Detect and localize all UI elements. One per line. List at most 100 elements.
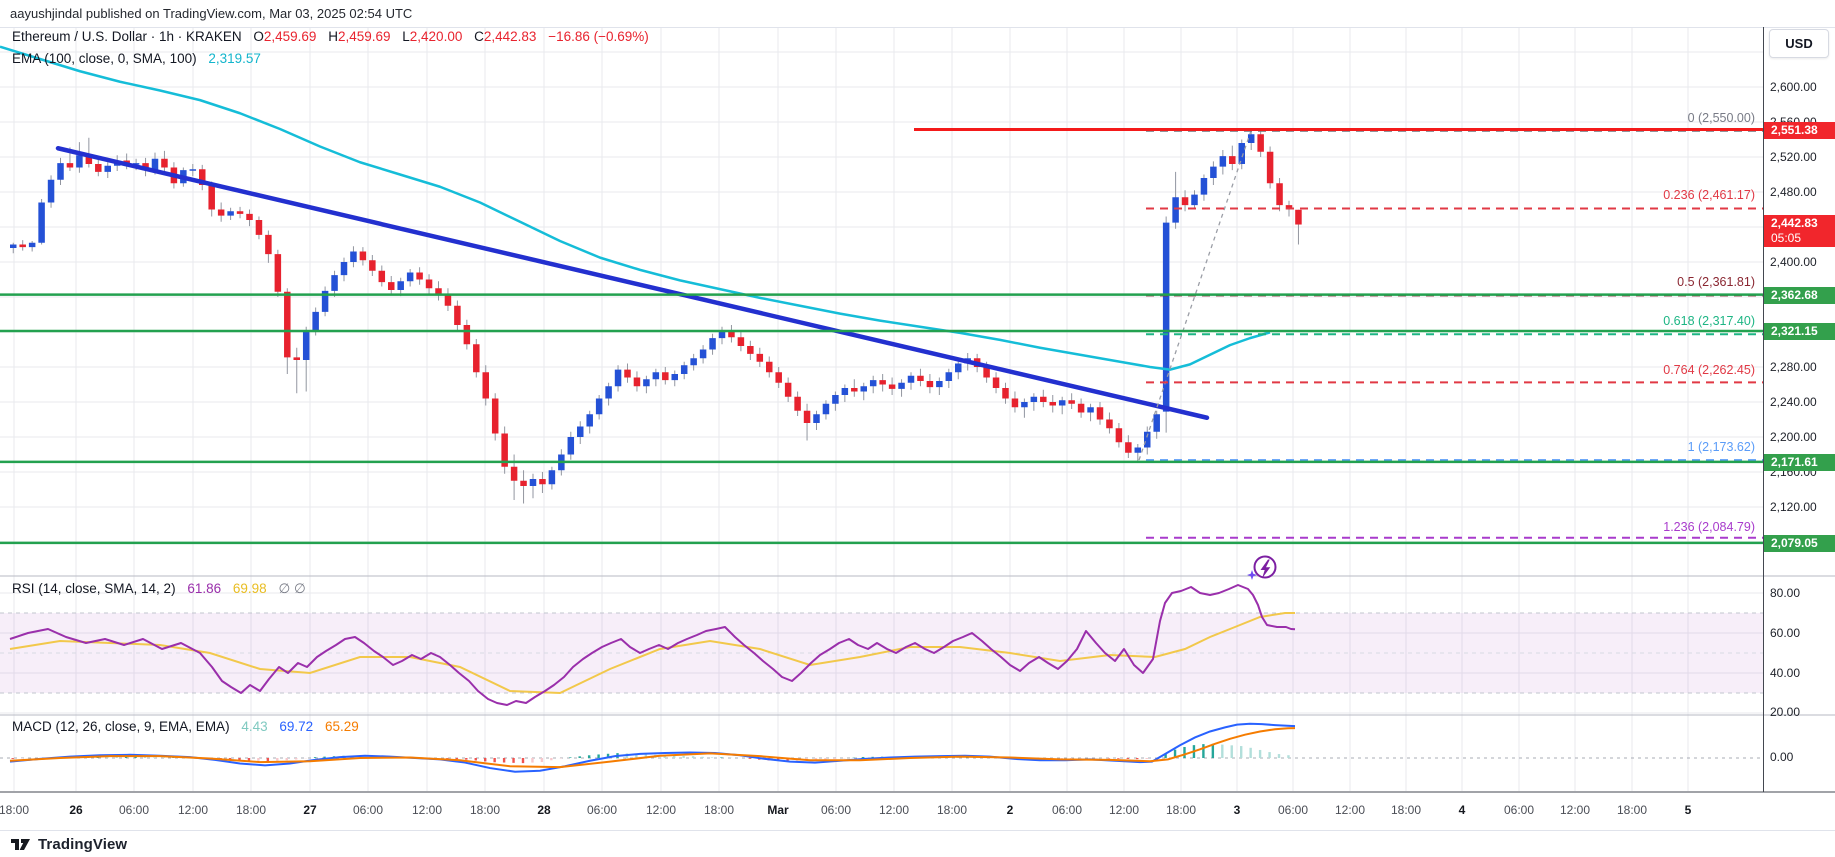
- macd-histogram-bar: [313, 757, 317, 758]
- time-axis-label: 4: [1458, 803, 1466, 817]
- ohlc-close-letter: C: [474, 29, 484, 44]
- macd-histogram-bar: [1211, 743, 1215, 758]
- level-price-badge: 2,321.15: [1764, 322, 1835, 340]
- macd-line-value: 69.72: [279, 719, 314, 734]
- macd-histogram-bar: [1230, 745, 1233, 758]
- macd-histogram-bar: [824, 758, 827, 760]
- level-price-badge: 2,079.05: [1764, 534, 1835, 552]
- rsi-ma-line: [9, 611, 1296, 695]
- symbol-title: Ethereum / U.S. Dollar · 1h · KRAKEN: [12, 29, 242, 44]
- fib-label: 1.236 (2,084.79): [1663, 520, 1755, 534]
- time-axis-label: 06:00: [820, 803, 852, 817]
- price-axis-label: 2,240.00: [1770, 395, 1817, 409]
- macd-histogram-bar: [1268, 752, 1271, 758]
- price-axis-label: 2,200.00: [1770, 430, 1817, 444]
- macd-histogram-bar: [606, 753, 610, 758]
- rsi-legend-row[interactable]: RSI (14, close, SMA, 14, 2) 61.86 69.98 …: [12, 581, 306, 597]
- macd-hist-value: 4.43: [241, 719, 268, 734]
- macd-histogram-bar: [247, 758, 251, 761]
- macd-histogram-bar: [635, 753, 638, 758]
- time-axis-label: 12:00: [1108, 803, 1140, 817]
- flash-reaction-icon[interactable]: [1247, 555, 1277, 581]
- macd-histogram-bar: [833, 758, 837, 760]
- macd-histogram-bar: [701, 756, 704, 758]
- macd-histogram-bar: [106, 756, 109, 758]
- macd-histogram-bar: [446, 758, 449, 759]
- macd-histogram-bar: [814, 758, 818, 761]
- fib-label: 1 (2,173.62): [1687, 440, 1755, 454]
- last-price-badge: 2,442.83 05:05: [1764, 215, 1835, 247]
- macd-histogram-bar: [540, 758, 544, 763]
- macd-histogram-bar: [493, 758, 496, 763]
- time-axis-label: 18:00: [235, 803, 267, 817]
- macd-histogram-bar: [597, 754, 600, 758]
- ema-100-line: [0, 45, 1271, 371]
- ema-label: EMA (100, close, 0, SMA, 100): [12, 51, 197, 66]
- rsi-ma-value: 69.98: [232, 581, 267, 596]
- time-axis-label: 27: [303, 803, 317, 817]
- macd-histogram-bar: [124, 756, 128, 758]
- macd-histogram-bar: [512, 758, 515, 763]
- macd-histogram-bar: [644, 754, 648, 758]
- tradingview-brand-text[interactable]: TradingView: [38, 836, 128, 853]
- macd-legend-row[interactable]: MACD (12, 26, close, 9, EMA, EMA) 4.43 6…: [12, 719, 359, 734]
- macd-histogram-bar: [569, 757, 572, 758]
- macd-histogram-bar: [484, 758, 487, 762]
- macd-histogram-bar: [1164, 753, 1167, 758]
- rsi-line: [9, 584, 1296, 706]
- price-axis-label: 2,400.00: [1770, 255, 1817, 269]
- macd-histogram-bar: [153, 757, 156, 758]
- footer: TradingView: [10, 835, 127, 854]
- macd-histogram-bar: [1287, 755, 1290, 758]
- macd-histogram-bar: [663, 755, 666, 758]
- macd-histogram-bar: [276, 758, 279, 761]
- ohlc-low-value: 2,420.00: [409, 29, 463, 44]
- time-axis-label: 06:00: [1051, 803, 1083, 817]
- descending-trendline: [55, 146, 1210, 420]
- tradingview-logo-icon[interactable]: [10, 835, 31, 854]
- attribution-bar: aayushjindal published on TradingView.co…: [0, 0, 1835, 27]
- macd-histogram-bar: [1136, 758, 1139, 760]
- time-axis-label: 06:00: [1277, 803, 1309, 817]
- fib-label: 0.236 (2,461.17): [1663, 188, 1755, 202]
- macd-histogram-bar: [1117, 758, 1120, 759]
- macd-histogram-bar: [720, 757, 723, 758]
- ohlc-low-letter: L: [402, 29, 410, 44]
- time-axis-label: 18:00: [469, 803, 501, 817]
- price-axis-label: 20.00: [1770, 705, 1801, 719]
- macd-histogram-bar: [550, 758, 553, 761]
- macd-histogram-bar: [862, 756, 865, 758]
- level-price-badge: 2,171.61: [1764, 453, 1835, 471]
- level-price-badge: 2,551.38: [1764, 121, 1835, 139]
- macd-histogram-bar: [871, 756, 874, 758]
- macd-histogram-bar: [748, 758, 751, 759]
- ema-legend-row[interactable]: EMA (100, close, 0, SMA, 100) 2,319.57: [12, 51, 261, 66]
- macd-histogram-bar: [1240, 746, 1243, 758]
- macd-histogram-bar: [1126, 758, 1129, 759]
- symbol-legend-row[interactable]: Ethereum / U.S. Dollar · 1h · KRAKEN O2,…: [12, 29, 649, 44]
- macd-histogram-bar: [134, 756, 137, 758]
- price-axis-label: 60.00: [1770, 626, 1801, 640]
- macd-histogram-bar: [710, 757, 714, 758]
- fib-label: 0.618 (2,317.40): [1663, 314, 1755, 328]
- time-axis-label: 18:00: [0, 803, 30, 817]
- price-axis-label: 2,480.00: [1770, 185, 1817, 199]
- macd-signal-line: [9, 727, 1296, 769]
- time-axis-label: 06:00: [586, 803, 618, 817]
- currency-toggle-button[interactable]: USD: [1769, 29, 1829, 58]
- time-axis-label: 18:00: [1165, 803, 1197, 817]
- rsi-label: RSI (14, close, SMA, 14, 2): [12, 581, 176, 596]
- time-axis-label: 12:00: [1334, 803, 1366, 817]
- time-axis-label: 12:00: [878, 803, 910, 817]
- ohlc-high-value: 2,459.69: [337, 29, 391, 44]
- macd-histogram-bar: [1277, 754, 1281, 758]
- candlestick-series: [10, 129, 1302, 504]
- macd-histogram-bar: [578, 756, 581, 758]
- time-axis-label: 12:00: [645, 803, 677, 817]
- ohlc-close-value: 2,442.83: [483, 29, 537, 44]
- fib-label: 0.764 (2,262.45): [1663, 363, 1755, 377]
- macd-histogram-bar: [1202, 744, 1205, 758]
- macd-signal-value: 65.29: [324, 719, 359, 734]
